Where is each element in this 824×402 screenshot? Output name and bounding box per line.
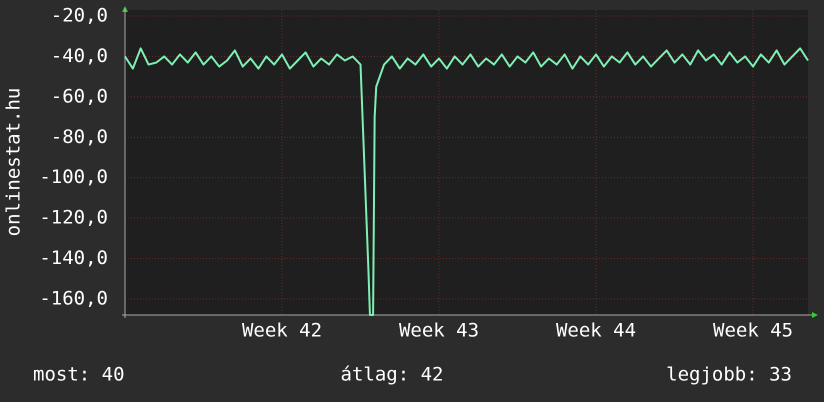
footer-best: legjobb: 33 — [666, 364, 792, 386]
x-tick-label: Week 45 — [713, 320, 793, 342]
y-tick-label: -40,0 — [51, 45, 108, 67]
footer-now: most: 40 — [33, 364, 125, 386]
y-tick-label: -60,0 — [51, 85, 108, 107]
x-tick-label: Week 42 — [242, 320, 322, 342]
series-line — [124, 47, 809, 316]
footer-average: átlag: 42 — [341, 364, 444, 386]
y-tick-label: -100,0 — [39, 166, 108, 188]
x-tick-label: Week 44 — [556, 320, 636, 342]
plot-area — [125, 10, 808, 315]
y-tick-label: -20,0 — [51, 5, 108, 27]
y-tick-label: -80,0 — [51, 126, 108, 148]
y-axis-label: onlinestat.hu — [3, 88, 25, 237]
x-axis-arrow — [812, 312, 818, 318]
x-tick-label: Week 43 — [399, 320, 479, 342]
y-tick-label: -120,0 — [39, 207, 108, 229]
y-tick-label: -140,0 — [39, 247, 108, 269]
y-tick-label: -160,0 — [39, 287, 108, 309]
